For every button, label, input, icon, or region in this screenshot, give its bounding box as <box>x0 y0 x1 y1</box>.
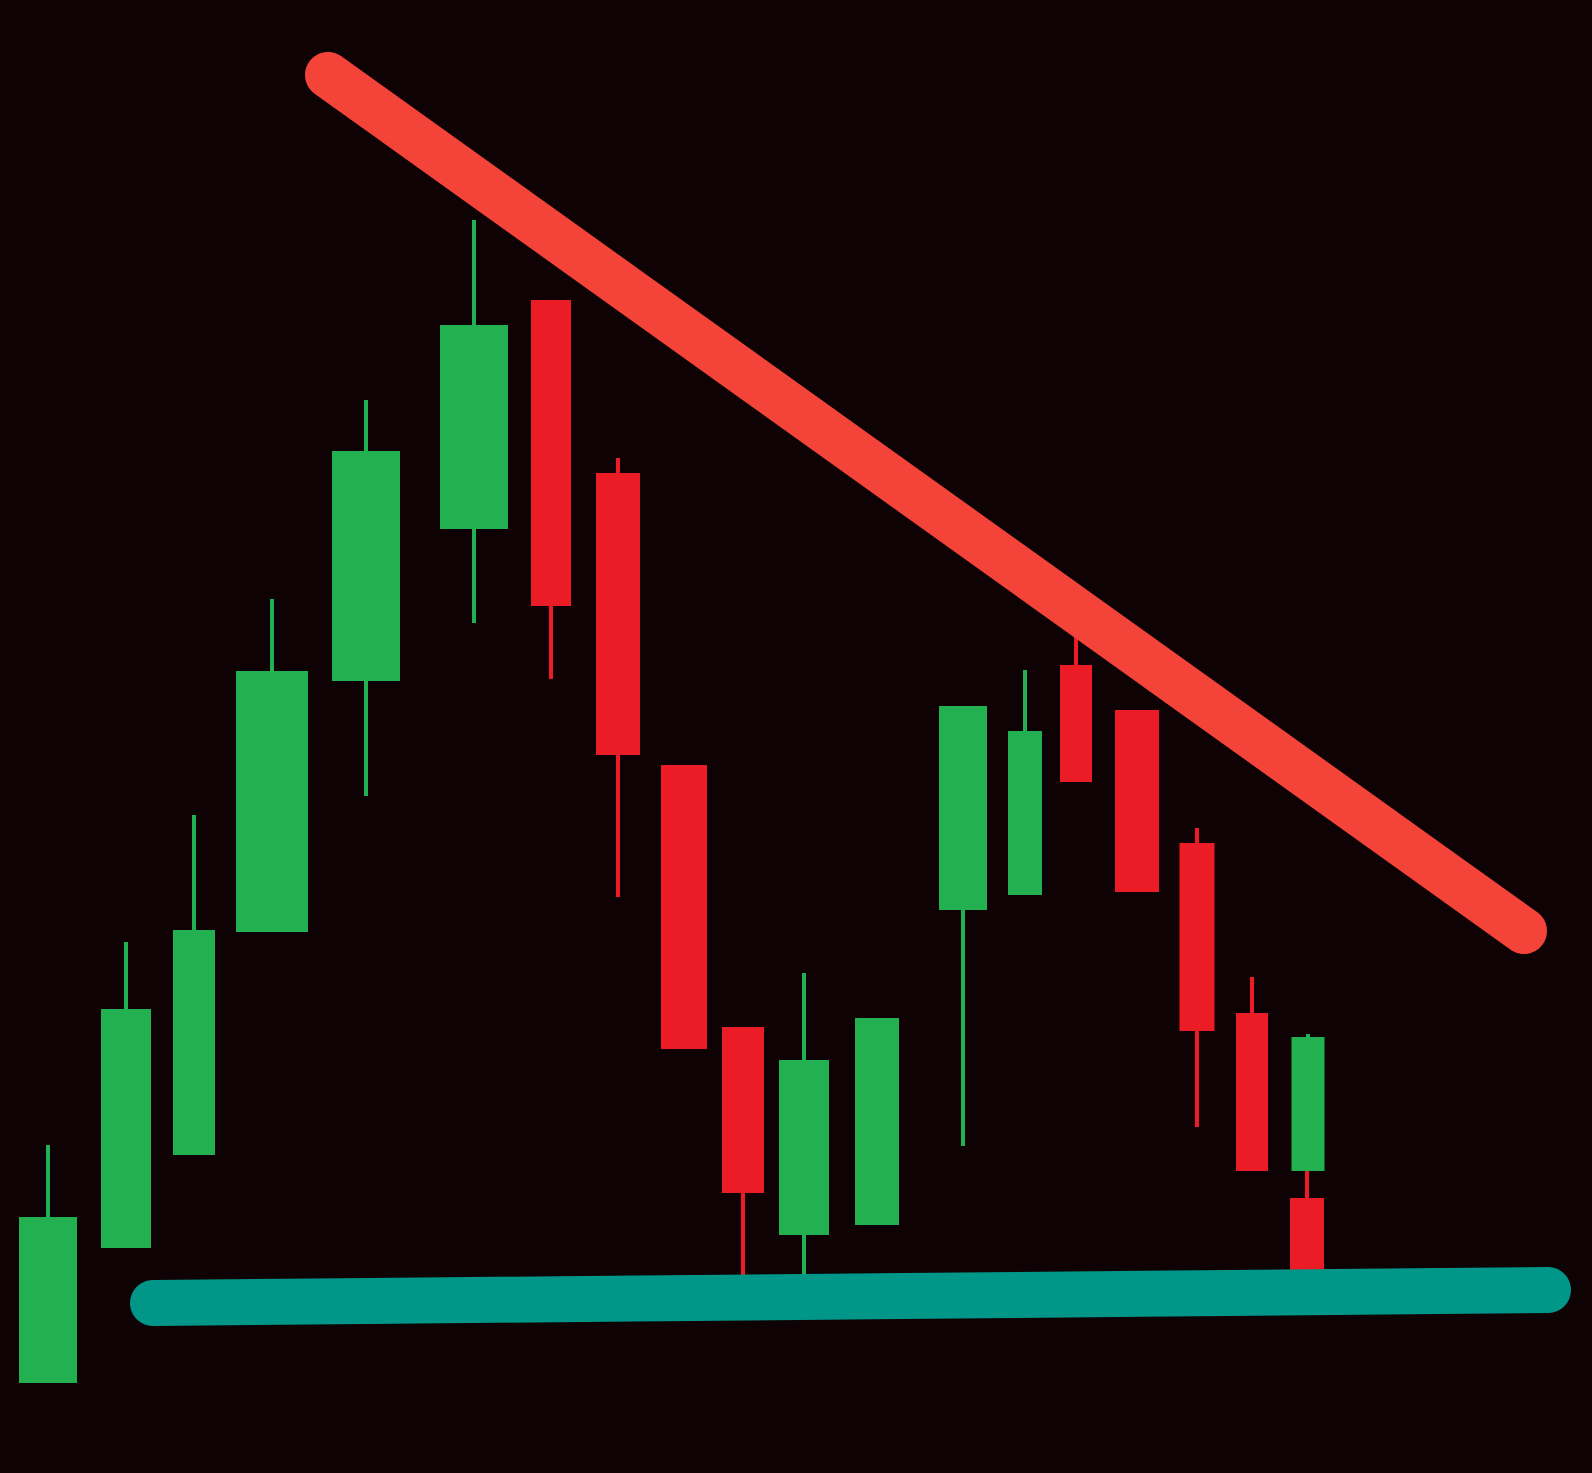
candle-19-body <box>1290 1198 1324 1282</box>
trendlines-group <box>130 52 1571 1326</box>
candle-8-body <box>596 473 640 755</box>
candle-11 <box>779 973 829 1286</box>
candle-8-upper-wick <box>616 458 620 473</box>
candle-14-body <box>1008 731 1042 895</box>
support-trendline <box>130 1267 1571 1326</box>
candle-11-lower-wick <box>802 1235 806 1286</box>
candle-5-body <box>332 451 400 681</box>
candle-4-upper-wick <box>270 599 274 671</box>
candle-5-lower-wick <box>364 681 368 796</box>
candle-7 <box>531 300 571 679</box>
candle-18 <box>1236 977 1268 1171</box>
candle-12-body <box>855 1018 899 1225</box>
candle-18-body <box>1236 1013 1268 1171</box>
candle-9-body <box>661 765 707 1049</box>
candle-4-body <box>236 671 308 932</box>
candle-17-body <box>1179 843 1215 1031</box>
candle-15-body <box>1060 665 1092 782</box>
candle-3 <box>173 815 215 1155</box>
candle-20-body <box>1291 1037 1325 1171</box>
candle-13-lower-wick <box>961 910 965 1146</box>
candle-6-upper-wick <box>472 220 476 325</box>
candle-14 <box>1008 670 1042 895</box>
candle-13-body <box>939 706 987 910</box>
candle-7-lower-wick <box>549 606 553 679</box>
candle-11-upper-wick <box>802 973 806 1060</box>
candle-2 <box>101 942 151 1248</box>
candle-2-upper-wick <box>124 942 128 1009</box>
candle-6-lower-wick <box>472 529 476 623</box>
candle-7-body <box>531 300 571 606</box>
candle-18-upper-wick <box>1250 977 1254 1013</box>
candle-13 <box>939 706 987 1146</box>
candle-14-upper-wick <box>1023 670 1027 731</box>
candle-12 <box>855 1018 899 1225</box>
candle-1-body <box>19 1217 77 1383</box>
candle-8 <box>596 458 640 897</box>
candle-16 <box>1115 710 1159 892</box>
candle-16-body <box>1115 710 1159 892</box>
candles-group <box>19 220 1325 1383</box>
candle-17-lower-wick <box>1195 1031 1199 1127</box>
candle-17 <box>1179 828 1215 1127</box>
candle-10-lower-wick <box>741 1193 745 1293</box>
candle-5-upper-wick <box>364 400 368 451</box>
candle-11-body <box>779 1060 829 1235</box>
candle-17-upper-wick <box>1195 828 1199 843</box>
candle-3-body <box>173 930 215 1155</box>
candle-8-lower-wick <box>616 755 620 897</box>
candle-1-upper-wick <box>46 1145 50 1217</box>
candle-5 <box>332 400 400 796</box>
candle-10-body <box>722 1027 764 1193</box>
candle-20-upper-wick <box>1306 1034 1310 1037</box>
candle-3-upper-wick <box>192 815 196 930</box>
candle-6 <box>440 220 508 623</box>
candle-1 <box>19 1145 77 1383</box>
candle-4 <box>236 599 308 932</box>
candle-20 <box>1291 1034 1325 1171</box>
candle-10 <box>722 1027 764 1293</box>
candle-2-body <box>101 1009 151 1248</box>
candle-9 <box>661 765 707 1049</box>
candle-6-body <box>440 325 508 529</box>
resistance-trendline <box>305 52 1547 954</box>
